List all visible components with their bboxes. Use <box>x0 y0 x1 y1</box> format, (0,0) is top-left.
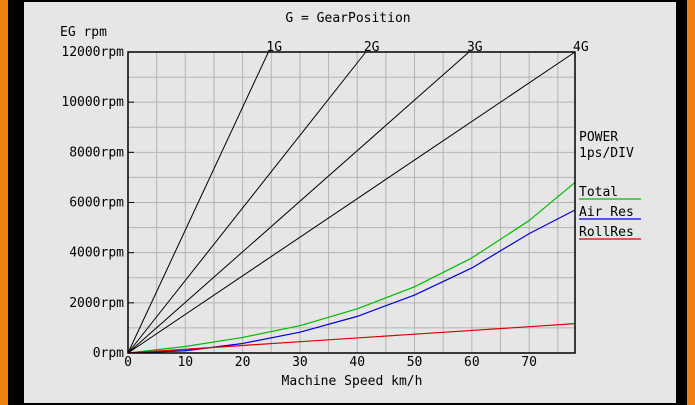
y-tick-labels: 0rpm 2000rpm 4000rpm 6000rpm 8000rpm 10000rpm… <box>61 45 134 361</box>
right-border-bar <box>687 0 695 405</box>
legend-label-rollres: RollRes <box>579 225 634 240</box>
legend-label-total: Total <box>579 185 618 200</box>
x-tick-label: 10 <box>177 355 193 370</box>
power-axis-unit: 1ps/DIV <box>579 146 634 161</box>
legend-label-air-res: Air Res <box>579 205 634 220</box>
gear-line-3g <box>127 51 470 354</box>
left-border-bar <box>0 0 8 405</box>
power-axis-label: POWER <box>579 130 618 145</box>
y-tick-label: 6000rpm <box>69 196 124 211</box>
legend: Total Air Res RollRes <box>579 185 641 240</box>
gear-line-2g <box>127 51 367 354</box>
x-tick-label: 40 <box>349 355 365 370</box>
x-tick-labels: 0 10 20 30 40 50 60 70 <box>124 355 537 370</box>
y-tick-label: 8000rpm <box>69 145 124 160</box>
power-series <box>127 181 576 354</box>
gear-label-4g: 4G <box>573 40 589 55</box>
x-tick-label: 60 <box>464 355 480 370</box>
x-tick-label: 0 <box>124 355 132 370</box>
chart-title: G = GearPosition <box>285 11 410 26</box>
y-tick-label: 4000rpm <box>69 246 124 261</box>
gear-line-1g <box>127 51 269 354</box>
x-tick-label: 30 <box>292 355 308 370</box>
y-tick-label: 0rpm <box>93 346 124 361</box>
series-line-total <box>127 181 576 354</box>
x-tick-label: 70 <box>521 355 537 370</box>
y-tick-label: 12000rpm <box>61 45 124 60</box>
x-tick-label: 50 <box>407 355 423 370</box>
gear-line-4g <box>127 51 576 354</box>
x-axis-label: Machine Speed km/h <box>282 374 423 389</box>
series-line-rollres <box>127 323 576 354</box>
y-tick-label: 10000rpm <box>61 95 124 110</box>
y-tick-label: 2000rpm <box>69 296 124 311</box>
x-tick-label: 20 <box>235 355 251 370</box>
y-axis-label: EG rpm <box>60 25 107 40</box>
